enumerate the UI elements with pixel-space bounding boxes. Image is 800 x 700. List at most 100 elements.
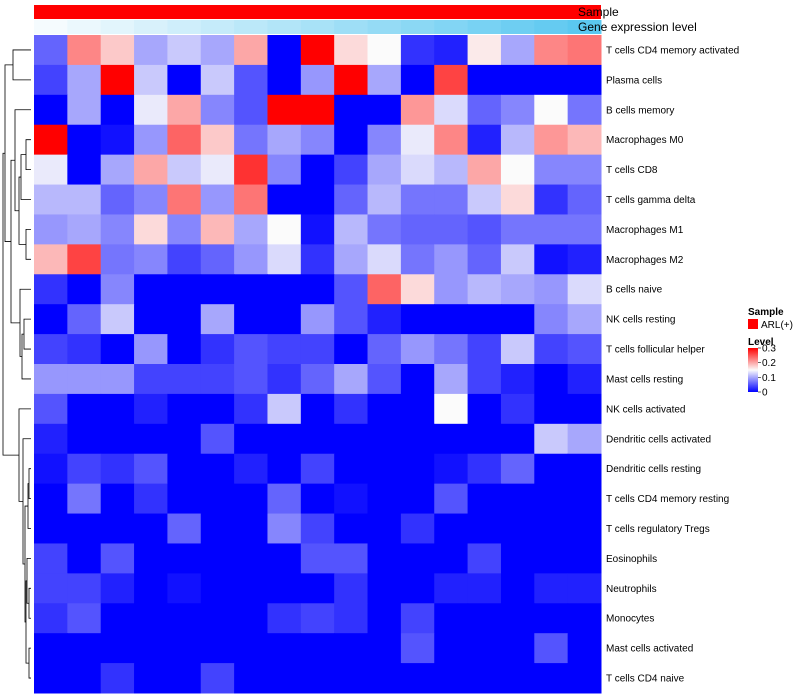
heatmap-cell (134, 244, 168, 275)
heatmap-cell (200, 244, 235, 275)
heatmap-cell (367, 483, 402, 515)
heatmap-cell (334, 453, 369, 485)
dendrogram-branch (4, 64, 13, 242)
heatmap-cell (334, 274, 369, 305)
legend-tick-label: 0 (762, 388, 768, 399)
heatmap-cell (400, 603, 435, 634)
heatmap-cell (467, 453, 502, 485)
heatmap-cell (167, 573, 202, 604)
heatmap-cell (100, 35, 135, 66)
heatmap-cell (67, 573, 102, 604)
heatmap-cell (534, 274, 569, 305)
expression-annotation-cell (267, 20, 302, 34)
heatmap-cell (234, 244, 268, 275)
heatmap-cell (167, 364, 202, 395)
heatmap-cell (567, 364, 602, 395)
heatmap-cell (467, 64, 502, 96)
row-label: T cells gamma delta (606, 195, 696, 206)
heatmap-cell (34, 214, 68, 245)
heatmap-cell (234, 633, 268, 664)
heatmap-cell (534, 364, 569, 395)
heatmap-cell (100, 304, 135, 335)
row-label: Macrophages M1 (606, 225, 684, 236)
heatmap-cell (500, 304, 535, 335)
sample-annotation-bar (34, 5, 601, 19)
heatmap-cell (34, 453, 68, 485)
heatmap-cell (400, 573, 435, 604)
heatmap-cell (367, 663, 402, 694)
heatmap-cell (100, 423, 135, 455)
heatmap-cell (234, 274, 268, 305)
heatmap-cell (434, 423, 469, 455)
legend-level-ticks: 0.3 0.2 0.1 0 (758, 344, 776, 399)
track-labels: Sample Gene expression level (578, 5, 697, 34)
heatmap-cell (200, 64, 235, 96)
heatmap-cell (434, 633, 469, 664)
row-label: Dendritic cells activated (606, 434, 711, 445)
expression-annotation-cell (100, 20, 135, 34)
dendrogram-branch (28, 647, 31, 679)
heatmap-cell (34, 94, 68, 126)
legend-sample-entry: ARL(+) (761, 320, 793, 331)
heatmap-cell (400, 64, 435, 96)
heatmap-cell (34, 603, 68, 634)
row-label: T cells follicular helper (606, 345, 705, 356)
heatmap-cell (200, 483, 235, 515)
expression-annotation-cell (434, 20, 469, 34)
heatmap-cell (200, 423, 235, 455)
heatmap-cell (434, 124, 469, 156)
dendrogram-branch (25, 229, 31, 260)
heatmap-cell (67, 304, 102, 335)
heatmap-cell (167, 453, 202, 485)
heatmap-cell (334, 663, 369, 694)
heatmap-cell (300, 35, 335, 66)
heatmap-cell (434, 274, 469, 305)
heatmap-cell (34, 543, 68, 574)
heatmap-cell (500, 35, 535, 66)
expression-annotation-cell (567, 20, 602, 34)
legend-tick-label: 0.3 (762, 344, 776, 355)
heatmap-cell (67, 364, 102, 395)
heatmap-cell (34, 244, 68, 275)
dendrogram-branch (22, 438, 31, 565)
heatmap-cell (234, 364, 268, 395)
heatmap-cell (34, 393, 68, 425)
heatmap-cell (400, 423, 435, 455)
heatmap-cell (534, 35, 569, 66)
heatmap-cell (100, 393, 135, 425)
heatmap-cell (100, 633, 135, 664)
heatmap-cell (400, 393, 435, 425)
heatmap-cell (500, 274, 535, 305)
heatmap-cell (500, 334, 535, 365)
heatmap-cell (367, 393, 402, 425)
heatmap-cell (300, 274, 335, 305)
heatmap-cell (234, 453, 268, 485)
heatmap-cell (100, 364, 135, 395)
heatmap-cell (167, 214, 202, 245)
heatmap-cell (534, 633, 569, 664)
dendrogram-branch (25, 139, 31, 170)
expression-annotation-cell (300, 20, 335, 34)
heatmap-cell (200, 603, 235, 634)
heatmap-cell (434, 64, 469, 96)
heatmap-cell (167, 124, 202, 156)
heatmap-cell (267, 274, 302, 305)
heatmap-cell (334, 334, 369, 365)
heatmap-cell (367, 274, 402, 305)
heatmap-cell (567, 603, 602, 634)
heatmap-cell (34, 663, 68, 694)
heatmap-cell (34, 184, 68, 215)
heatmap-cell (200, 184, 235, 215)
row-label: Macrophages M0 (606, 135, 684, 146)
heatmap-cell (134, 124, 168, 156)
heatmap-cell (267, 573, 302, 604)
heatmap-cell (467, 364, 502, 395)
row-label: NK cells resting (606, 315, 675, 326)
legend: Sample ARL(+) Level 0.3 0.2 0.1 0 (748, 307, 793, 399)
heatmap-cell (300, 663, 335, 694)
heatmap-cell (334, 483, 369, 515)
heatmap-cell (67, 633, 102, 664)
heatmap-cell (567, 573, 602, 604)
heatmap-cell (567, 423, 602, 455)
heatmap-cell (334, 393, 369, 425)
